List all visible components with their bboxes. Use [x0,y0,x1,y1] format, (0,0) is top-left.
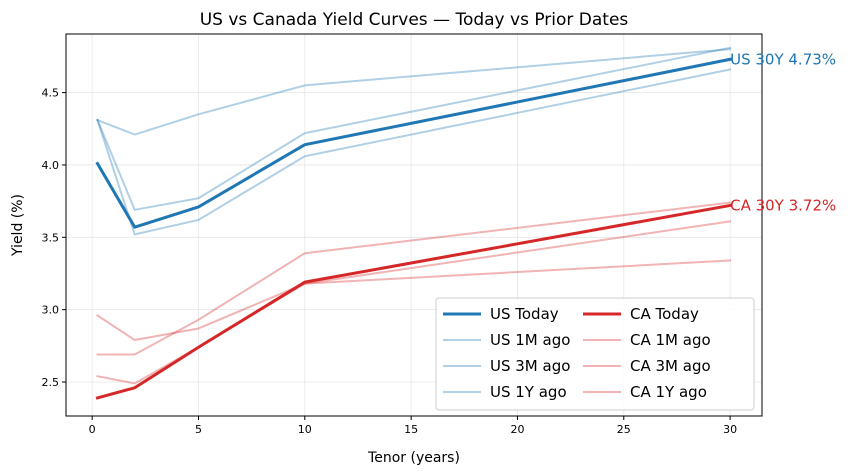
series-line-ca-1m-ago [96,259,732,342]
legend-label: CA 3M ago [630,357,711,375]
x-tick-label: 15 [404,423,418,436]
legend-label: US 1Y ago [490,383,567,401]
legend-label: CA Today [630,305,699,323]
legend-box [435,297,755,411]
x-tick-label: 30 [723,423,737,436]
legend-label: CA 1M ago [630,331,711,349]
y-tick-label: 4.5 [42,87,60,100]
annotations: US 30Y 4.73% CA 30Y 3.72% [730,50,836,214]
legend-label: US Today [490,305,559,323]
legend-label: US 3M ago [490,357,570,375]
series-line-us-1m-ago [96,46,732,211]
series-line-us-3m-ago [96,48,732,136]
y-tick-label: 3.0 [42,304,60,317]
annotation-label: US 30Y 4.73% [730,50,836,68]
y-axis-title: Yield (%) [10,194,26,257]
legend: US Today US 1M ago US 3M ago US 1Y ago CA To… [435,297,755,411]
series-line-us-today [95,57,732,229]
x-tick-label: 5 [195,423,202,436]
series-lines [95,46,732,400]
x-tick-label: 0 [89,423,96,436]
y-tick-label: 2.5 [42,376,60,389]
x-axis-title: Tenor (years) [367,450,460,466]
y-tick-label: 4.0 [42,159,60,172]
grid [66,34,762,416]
chart-title: US vs Canada Yield Curves — Today vs Pri… [200,10,629,30]
x-tick-label: 25 [617,423,631,436]
y-tick-label: 3.5 [42,231,60,244]
x-tick-label: 10 [298,423,312,436]
series-line-us-1y-ago [96,68,732,236]
series-line-ca-3m-ago [96,201,732,356]
legend-label: US 1M ago [490,331,570,349]
series-line-ca-today [95,203,732,400]
x-tick-label: 20 [510,423,524,436]
plot-frame [65,33,763,417]
axis-ticks: 0 5 10 15 20 25 30 2.5 3.0 3.5 4.0 4.5 [42,87,738,436]
annotation-label: CA 30Y 3.72% [730,196,836,214]
legend-label: CA 1Y ago [630,383,707,401]
